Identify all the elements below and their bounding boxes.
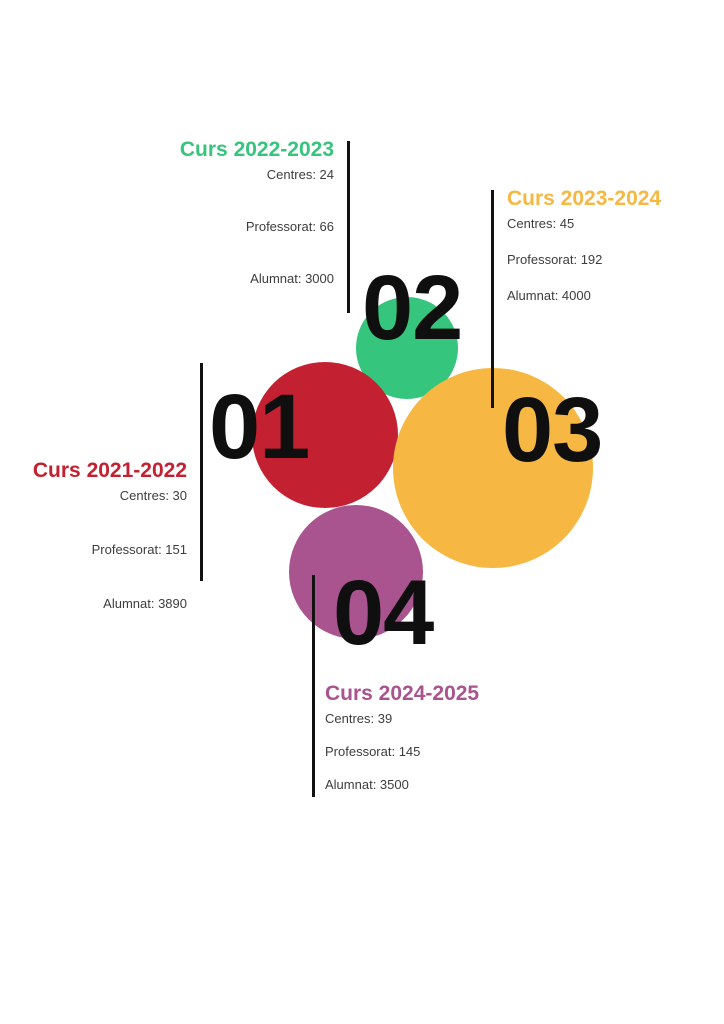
bubble-circle-01: [252, 362, 398, 508]
connector-line-2021-2022: [200, 363, 203, 581]
course-section-2021-2022: Curs 2021-2022 Centres: 30 Professorat: …: [33, 460, 187, 650]
bubble-number-03: 03: [502, 379, 603, 481]
stat-professorat-2021-2022: Professorat: 151: [91, 542, 187, 557]
bubble-number-02: 02: [362, 257, 463, 359]
stat-alumnat-2022-2023: Alumnat: 3000: [250, 271, 334, 286]
stat-centres-2024-2025: Centres: 39: [325, 711, 393, 726]
course-section-2023-2024: Curs 2023-2024 Centres: 45 Professorat: …: [507, 188, 661, 324]
stat-centres-2021-2022: Centres: 30: [119, 488, 187, 503]
course-section-2022-2023: Curs 2022-2023 Centres: 24 Professorat: …: [180, 139, 334, 323]
stat-centres-2022-2023: Centres: 24: [266, 167, 334, 182]
bubble-number-01: 01: [209, 376, 310, 478]
stat-professorat-2023-2024: Professorat: 192: [507, 252, 603, 267]
bubble-number-04: 04: [333, 562, 434, 664]
connector-line-2023-2024: [491, 190, 494, 408]
stat-alumnat-2024-2025: Alumnat: 3500: [325, 777, 409, 792]
stat-alumnat-2021-2022: Alumnat: 3890: [103, 596, 187, 611]
course-section-2024-2025: Curs 2024-2025 Centres: 39 Professorat: …: [325, 683, 479, 810]
bubble-circle-04: [289, 505, 423, 639]
stat-professorat-2024-2025: Professorat: 145: [325, 744, 421, 759]
connector-line-2024-2025: [312, 575, 315, 797]
stat-centres-2023-2024: Centres: 45: [507, 216, 575, 231]
connector-line-2022-2023: [347, 141, 350, 313]
stat-professorat-2022-2023: Professorat: 66: [245, 219, 334, 234]
course-title-2023-2024: Curs 2023-2024: [507, 187, 662, 210]
stat-alumnat-2023-2024: Alumnat: 4000: [507, 288, 591, 303]
course-title-2021-2022: Curs 2021-2022: [32, 459, 187, 482]
course-title-2022-2023: Curs 2022-2023: [179, 138, 334, 161]
course-title-2024-2025: Curs 2024-2025: [325, 682, 480, 705]
